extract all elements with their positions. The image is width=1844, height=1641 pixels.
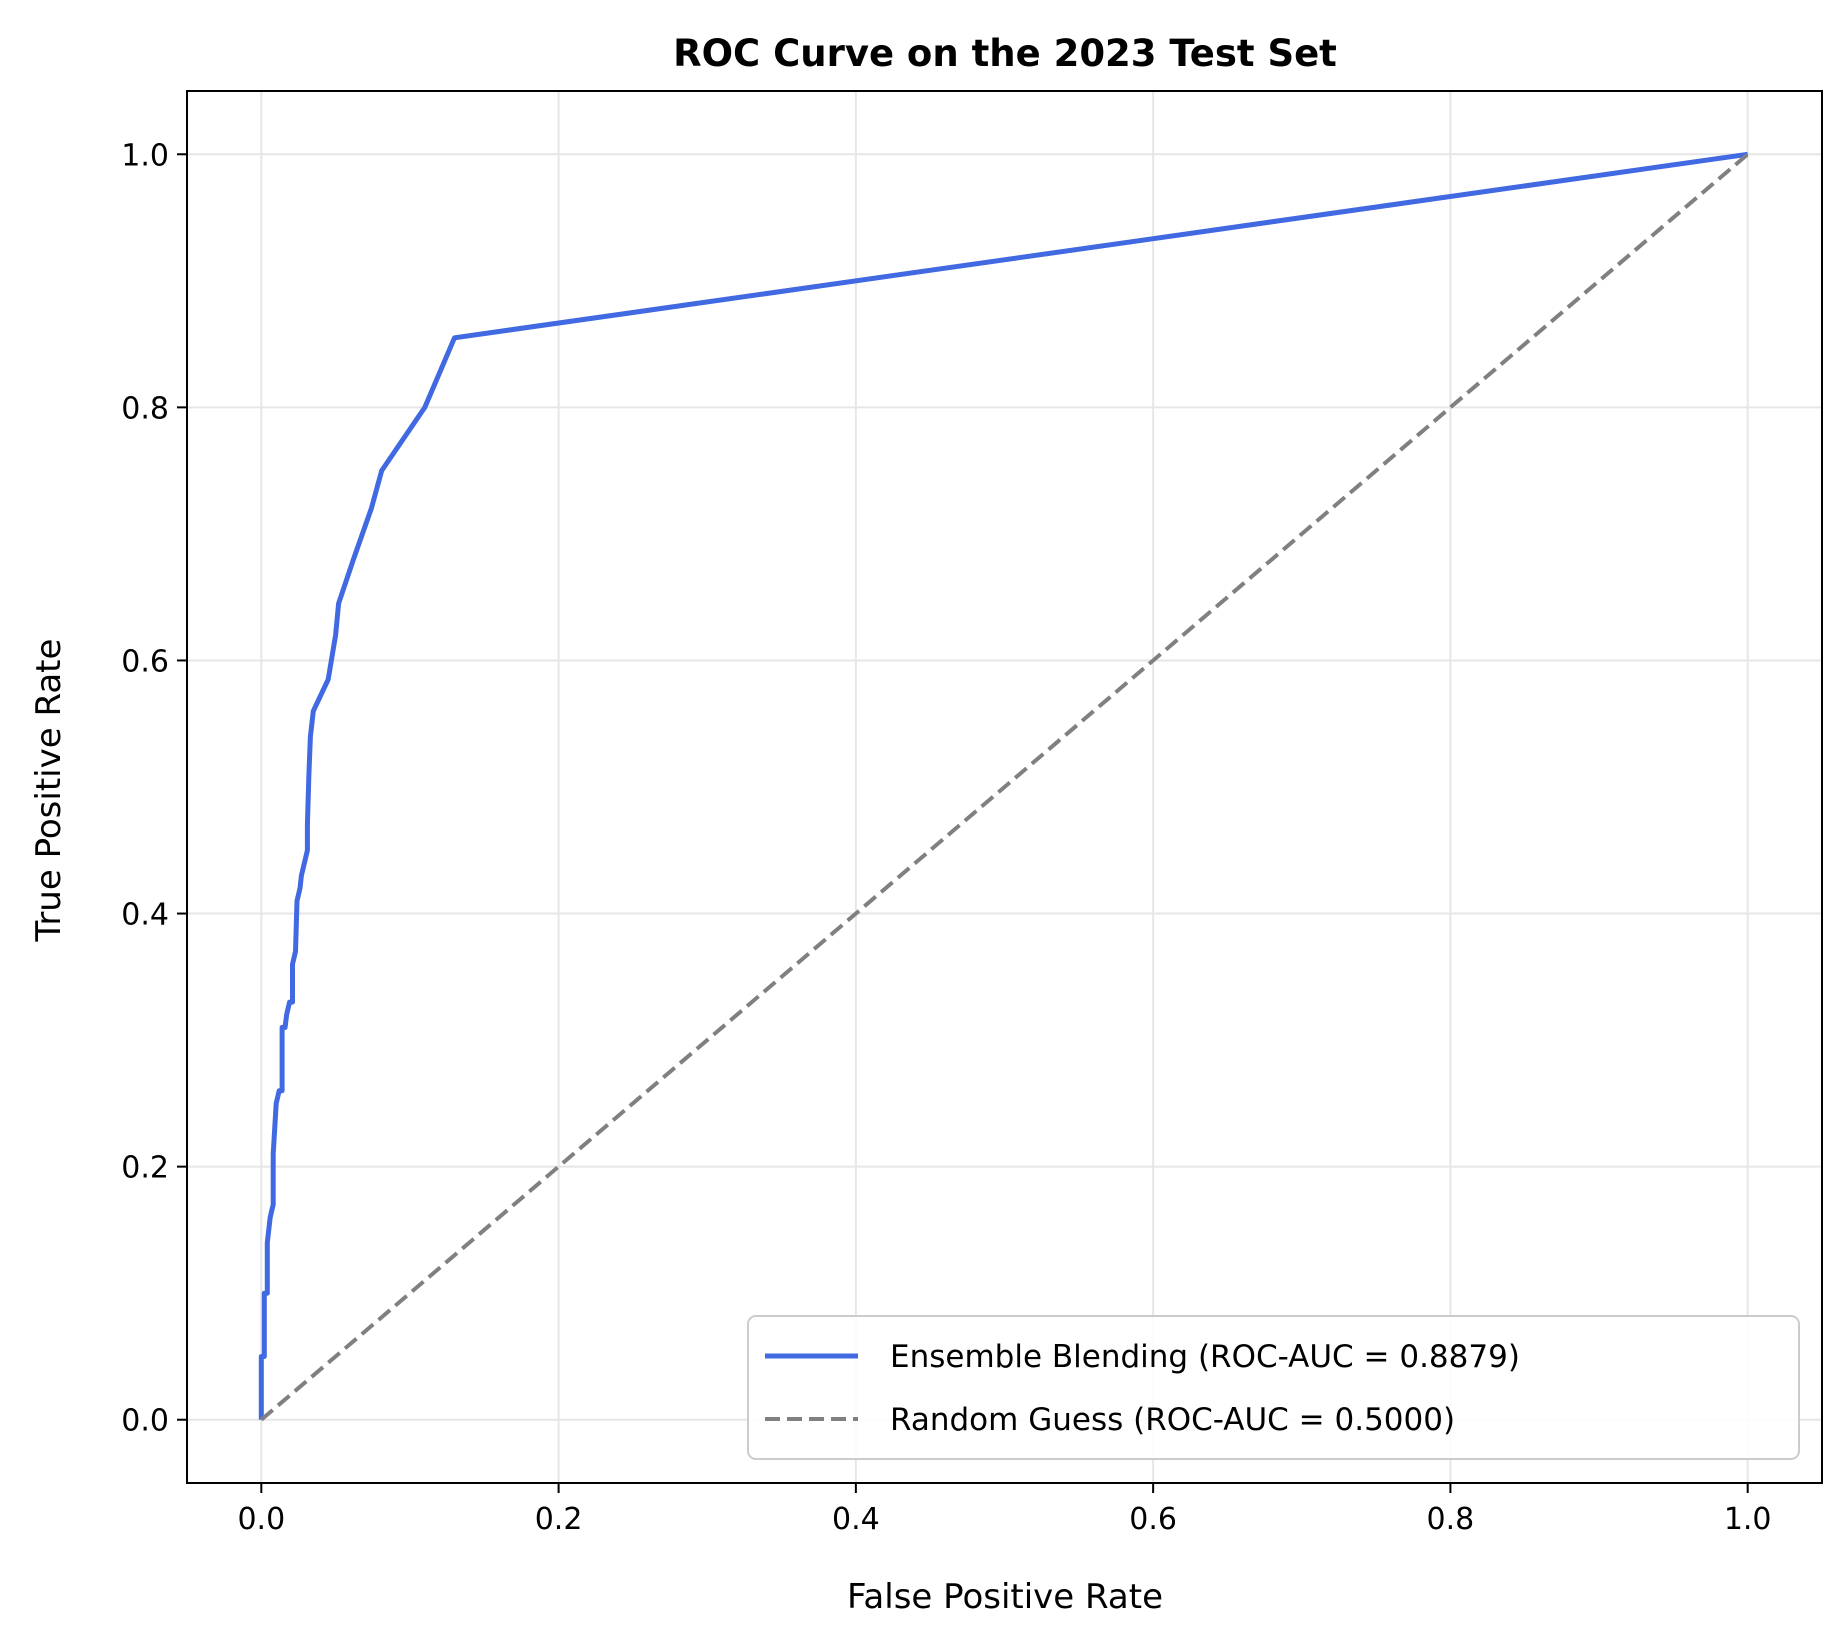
ticks: 0.0 0.2 0.4 0.6 0.8 1.0 0.0 0.2 0.4 0.6 0.8 1.0 (121, 138, 1771, 1537)
series-lines (258, 151, 1749, 1422)
y-tick-label: 0.0 (121, 1404, 169, 1439)
legend-random-label: Random Guess (ROC-AUC = 0.5000) (890, 1402, 1455, 1438)
y-tick-label: 0.6 (121, 644, 169, 679)
x-tick-label: 0.4 (832, 1502, 880, 1537)
legend-ensemble-label: Ensemble Blending (ROC-AUC = 0.8879) (890, 1339, 1520, 1375)
x-tick-label: 0.2 (535, 1502, 583, 1537)
ensemble-roc-line (258, 151, 1749, 1420)
plot-frame (186, 90, 1823, 1484)
y-tick-label: 1.0 (121, 138, 169, 173)
chart-title: ROC Curve on the 2023 Test Set (673, 32, 1337, 75)
random-guess-line (260, 152, 1749, 1422)
y-tick-label: 0.8 (121, 391, 169, 426)
y-tick-label: 0.4 (121, 898, 169, 933)
x-tick-label: 1.0 (1724, 1502, 1772, 1537)
x-axis-label: False Positive Rate (847, 1577, 1163, 1617)
grid (187, 91, 1822, 1483)
x-tick-label: 0.0 (237, 1502, 285, 1537)
y-tick-label: 0.2 (121, 1151, 169, 1186)
y-axis-label: True Positive Rate (29, 639, 69, 943)
x-tick-label: 0.6 (1129, 1502, 1177, 1537)
x-tick-label: 0.8 (1427, 1502, 1475, 1537)
legend-box (747, 1315, 1800, 1460)
legend: Ensemble Blending (ROC-AUC = 0.8879) Rand… (747, 1315, 1800, 1460)
